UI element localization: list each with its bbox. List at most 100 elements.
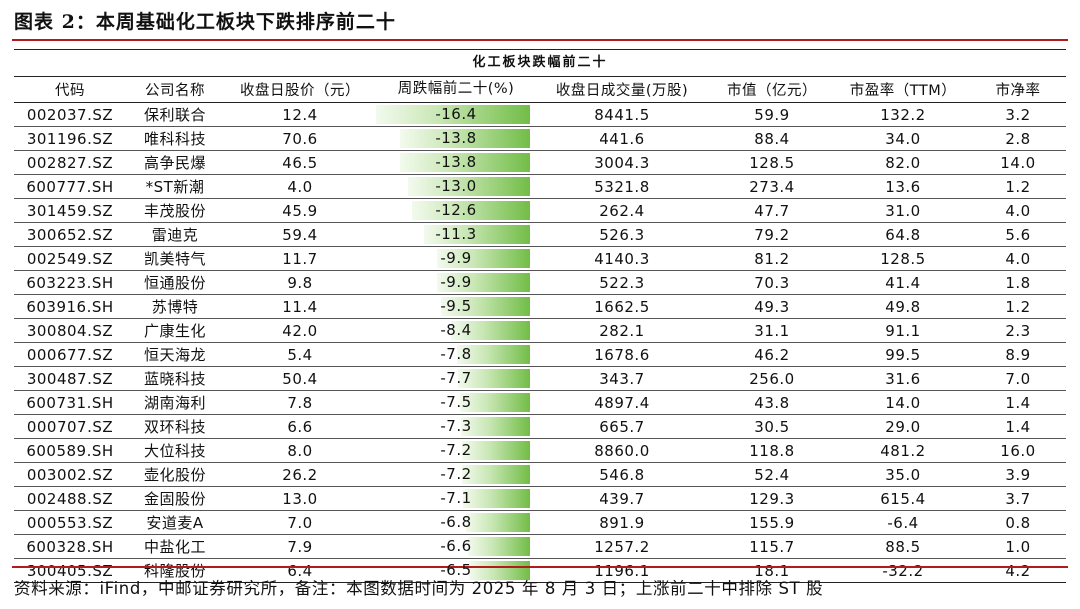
cell-price: 7.9 <box>287 537 313 556</box>
cell-code: 300487.SZ <box>26 369 114 388</box>
cell-price: 9.8 <box>287 273 313 292</box>
cell-volume: 282.1 <box>599 321 645 340</box>
cell-pb: 4.0 <box>1005 249 1031 268</box>
table-row: 600328.SH 中盐化工 7.9 -6.6 1257.2 115.7 88.5 1.0 <box>14 535 1066 559</box>
cell-pb: 1.8 <box>1005 273 1031 292</box>
source-note: 资料来源：iFind，中邮证券研究所，备注：本图数据时间为 2025 年 8 月… <box>14 579 824 598</box>
change-bar <box>461 417 530 436</box>
change-value: -11.3 <box>435 225 477 243</box>
cell-mcap: 43.8 <box>754 393 790 412</box>
change-bar <box>400 153 530 172</box>
change-bar <box>462 465 530 484</box>
change-bar <box>463 489 530 508</box>
cell-pe: -6.4 <box>887 513 919 532</box>
change-value: -7.8 <box>440 345 472 363</box>
cell-change: -7.5 <box>376 391 536 414</box>
cell-change: -8.4 <box>376 319 536 342</box>
cell-pb: 1.2 <box>1005 297 1031 316</box>
cell-mcap: 46.2 <box>754 345 790 364</box>
cell-volume: 522.3 <box>599 273 645 292</box>
cell-company: 高争民爆 <box>143 154 206 172</box>
cell-mcap: 47.7 <box>754 201 790 220</box>
cell-price: 26.2 <box>282 465 318 484</box>
cell-change: -6.5 <box>376 559 536 582</box>
cell-company: 壶化股份 <box>143 466 206 484</box>
header-change: 周跌幅前二十(%) <box>397 81 515 97</box>
cell-pb: 1.4 <box>1005 417 1031 436</box>
change-value: -7.2 <box>440 465 472 483</box>
cell-change: -7.2 <box>376 439 536 462</box>
table-row: 000707.SZ 双环科技 6.6 -7.3 665.7 30.5 29.0 1.4 <box>14 415 1066 439</box>
cell-volume: 8441.5 <box>594 105 650 124</box>
cell-pb: 3.7 <box>1005 489 1031 508</box>
table-row: 600731.SH 湖南海利 7.8 -7.5 4897.4 43.8 14.0 1.4 <box>14 391 1066 415</box>
change-value: -16.4 <box>435 105 477 123</box>
change-value: -13.0 <box>435 177 477 195</box>
change-value: -7.2 <box>440 441 472 459</box>
cell-volume: 439.7 <box>599 489 645 508</box>
cell-company: 苏博特 <box>151 298 199 316</box>
table-row: 301196.SZ 唯科科技 70.6 -13.8 441.6 88.4 34.0 2.8 <box>14 127 1066 151</box>
cell-pe: 91.1 <box>885 321 921 340</box>
cell-mcap: 128.5 <box>749 153 795 172</box>
cell-code: 003002.SZ <box>26 465 114 484</box>
cell-company: 丰茂股份 <box>143 202 206 220</box>
cell-code: 603916.SH <box>26 297 114 316</box>
cell-change: -13.8 <box>376 151 536 174</box>
cell-price: 59.4 <box>282 225 318 244</box>
table-row: 002488.SZ 金固股份 13.0 -7.1 439.7 129.3 615.4 3.7 <box>14 487 1066 511</box>
change-bar <box>468 537 530 556</box>
cell-pb: 16.0 <box>1000 441 1036 460</box>
change-bar <box>407 177 530 196</box>
change-value: -9.5 <box>440 297 472 315</box>
change-value: -6.8 <box>440 513 472 531</box>
change-value: -13.8 <box>435 153 477 171</box>
cell-company: 中盐化工 <box>143 538 206 556</box>
cell-mcap: 81.2 <box>754 249 790 268</box>
cell-change: -11.3 <box>376 223 536 246</box>
cell-code: 600731.SH <box>26 393 114 412</box>
cell-company: 蓝晓科技 <box>143 370 206 388</box>
cell-pb: 1.0 <box>1005 537 1031 556</box>
cell-code: 002037.SZ <box>26 105 114 124</box>
cell-volume: 5321.8 <box>594 177 650 196</box>
change-bar <box>376 105 530 124</box>
change-bar <box>457 369 530 388</box>
change-bar <box>451 321 530 340</box>
cell-pe: 13.6 <box>885 177 921 196</box>
cell-mcap: 256.0 <box>749 369 795 388</box>
cell-pb: 2.3 <box>1005 321 1031 340</box>
cell-price: 4.0 <box>287 177 313 196</box>
cell-price: 46.5 <box>282 153 318 172</box>
table-header-row: 代码 公司名称 收盘日股价（元） 周跌幅前二十(%) 收盘日成交量(万股) 市值… <box>14 77 1066 103</box>
cell-price: 7.0 <box>287 513 313 532</box>
cell-pb: 4.2 <box>1005 561 1031 580</box>
cell-pb: 14.0 <box>1000 153 1036 172</box>
cell-change: -9.9 <box>376 247 536 270</box>
cell-code: 000707.SZ <box>26 417 114 436</box>
cell-code: 000677.SZ <box>26 345 114 364</box>
cell-pb: 1.4 <box>1005 393 1031 412</box>
cell-mcap: 59.9 <box>754 105 790 124</box>
cell-mcap: 129.3 <box>749 489 795 508</box>
cell-company: 保利联合 <box>143 106 206 124</box>
cell-code: 600777.SH <box>26 177 114 196</box>
table-row: 000553.SZ 安道麦A 7.0 -6.8 891.9 155.9 -6.4 0.8 <box>14 511 1066 535</box>
cell-price: 42.0 <box>282 321 318 340</box>
table-row: 301459.SZ 丰茂股份 45.9 -12.6 262.4 47.7 31.0 4.0 <box>14 199 1066 223</box>
table-row: 603916.SH 苏博特 11.4 -9.5 1662.5 49.3 49.8 1.2 <box>14 295 1066 319</box>
table-row: 002549.SZ 凯美特气 11.7 -9.9 4140.3 81.2 128.5 4.0 <box>14 247 1066 271</box>
cell-company: 大位科技 <box>143 442 206 460</box>
cell-company: 恒天海龙 <box>143 346 206 364</box>
change-value: -6.5 <box>440 561 472 579</box>
table-row: 300652.SZ 雷迪克 59.4 -11.3 526.3 79.2 64.8 5.6 <box>14 223 1066 247</box>
cell-code: 301459.SZ <box>26 201 114 220</box>
cell-mcap: 118.8 <box>749 441 795 460</box>
cell-change: -9.9 <box>376 271 536 294</box>
table-row: 003002.SZ 壶化股份 26.2 -7.2 546.8 52.4 35.0 3.9 <box>14 463 1066 487</box>
cell-mcap: 273.4 <box>749 177 795 196</box>
cell-company: *ST新潮 <box>145 178 205 196</box>
cell-change: -7.8 <box>376 343 536 366</box>
cell-change: -13.0 <box>376 175 536 198</box>
header-pe: 市盈率（TTM） <box>849 83 957 99</box>
